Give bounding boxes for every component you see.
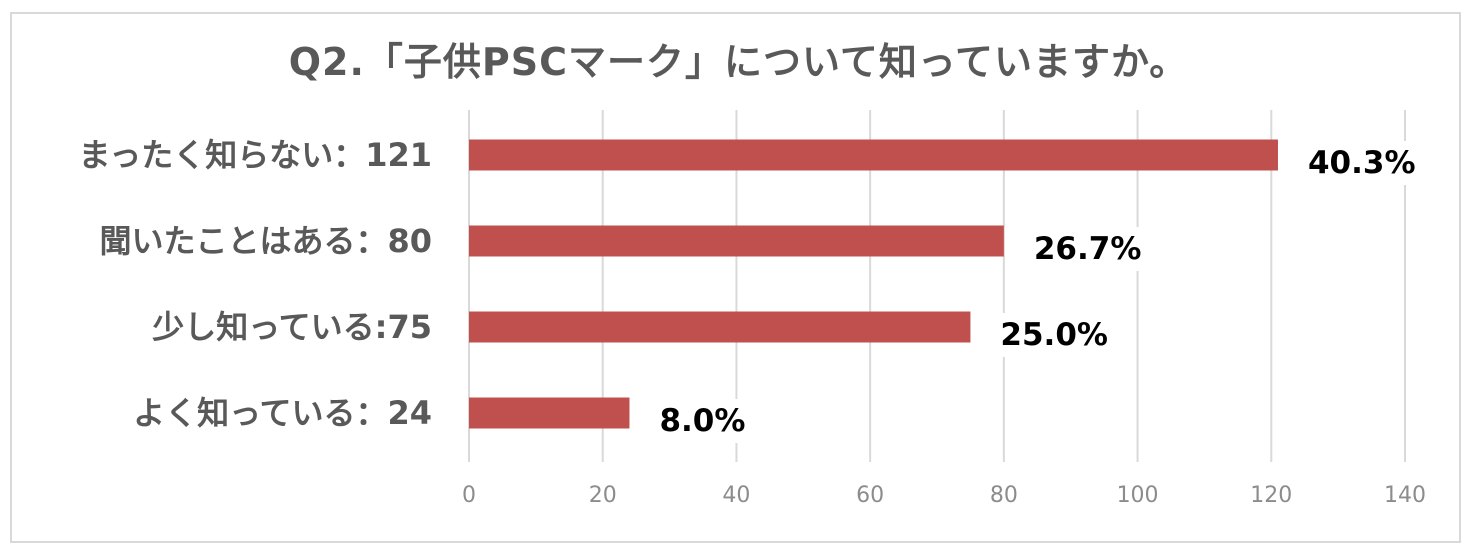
x-tick-label-40: 40: [722, 483, 750, 508]
bar-2: [469, 311, 971, 343]
chart-title: Q2.「子供PSCマーク」について知っていますか。: [288, 40, 1189, 84]
x-tick-label-120: 120: [1250, 483, 1292, 508]
data-label-1: 26.7%: [1034, 231, 1142, 267]
x-tick-label-60: 60: [856, 483, 884, 508]
x-tick-label-0: 0: [462, 483, 476, 508]
bar-0: [469, 139, 1278, 171]
data-label-2: 25.0%: [1000, 317, 1108, 353]
category-label-2: 少し知っている:75: [152, 308, 432, 346]
category-label-3: よく知っている：24: [133, 394, 432, 432]
data-label-0: 40.3%: [1308, 145, 1416, 181]
category-label-1: 聞いたことはある：80: [99, 222, 432, 260]
data-label-bg-1: [1027, 227, 1148, 271]
bar-3: [469, 397, 630, 429]
data-label-bg-2: [994, 313, 1114, 357]
data-label-bg-0: [1301, 141, 1422, 185]
x-tick-label-100: 100: [1117, 483, 1159, 508]
category-label-0: まったく知らない：121: [78, 136, 432, 174]
bars: [469, 139, 1278, 429]
data-label-3: 8.0%: [659, 403, 745, 439]
x-tick-label-20: 20: [589, 483, 617, 508]
bar-1: [469, 225, 1004, 257]
labels: まったく知らない：121 40.3% 聞いたことはある：80 26.7% 少し知っている…: [78, 136, 1422, 443]
data-label-bg-3: [653, 399, 752, 443]
x-axis-ticks: 0 20 40 60 80 100 120 140: [462, 483, 1426, 508]
x-tick-label-80: 80: [990, 483, 1018, 508]
x-tick-label-140: 140: [1384, 483, 1426, 508]
